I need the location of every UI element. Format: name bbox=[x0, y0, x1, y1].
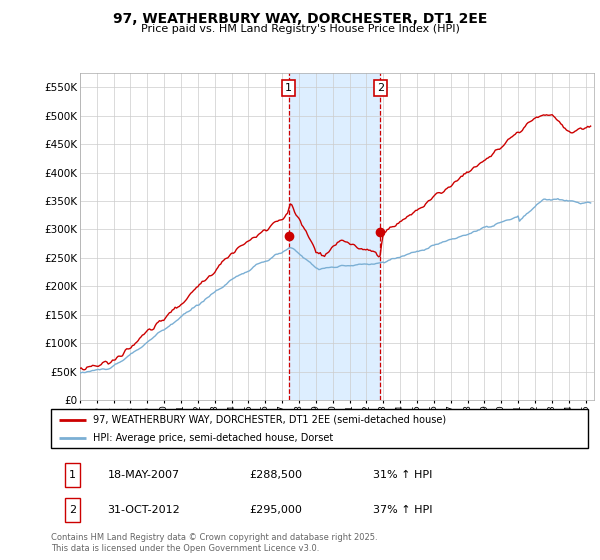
Text: 2: 2 bbox=[377, 83, 384, 93]
Text: £295,000: £295,000 bbox=[250, 505, 302, 515]
Text: 97, WEATHERBURY WAY, DORCHESTER, DT1 2EE (semi-detached house): 97, WEATHERBURY WAY, DORCHESTER, DT1 2EE… bbox=[93, 415, 446, 425]
Text: 2: 2 bbox=[69, 505, 76, 515]
FancyBboxPatch shape bbox=[65, 463, 80, 487]
Text: 1: 1 bbox=[285, 83, 292, 93]
Text: 97, WEATHERBURY WAY, DORCHESTER, DT1 2EE: 97, WEATHERBURY WAY, DORCHESTER, DT1 2EE bbox=[113, 12, 487, 26]
FancyBboxPatch shape bbox=[65, 498, 80, 522]
Text: 31-OCT-2012: 31-OCT-2012 bbox=[107, 505, 180, 515]
Text: Contains HM Land Registry data © Crown copyright and database right 2025.
This d: Contains HM Land Registry data © Crown c… bbox=[51, 533, 377, 553]
Text: 1: 1 bbox=[69, 470, 76, 480]
Text: 18-MAY-2007: 18-MAY-2007 bbox=[107, 470, 179, 480]
Text: 37% ↑ HPI: 37% ↑ HPI bbox=[373, 505, 433, 515]
Text: 31% ↑ HPI: 31% ↑ HPI bbox=[373, 470, 433, 480]
Text: HPI: Average price, semi-detached house, Dorset: HPI: Average price, semi-detached house,… bbox=[93, 433, 333, 443]
FancyBboxPatch shape bbox=[51, 409, 588, 448]
Bar bbox=[289, 73, 380, 400]
Text: £288,500: £288,500 bbox=[250, 470, 302, 480]
Text: Price paid vs. HM Land Registry's House Price Index (HPI): Price paid vs. HM Land Registry's House … bbox=[140, 24, 460, 34]
